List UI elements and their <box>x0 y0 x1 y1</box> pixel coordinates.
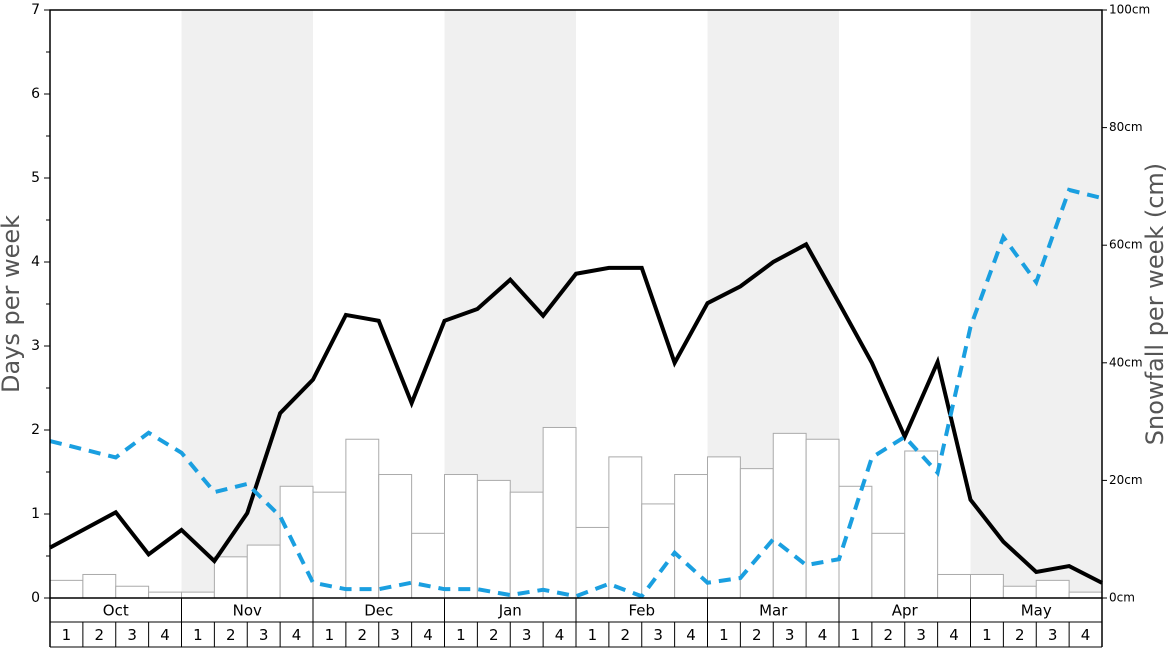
month-shade <box>970 10 1102 598</box>
bar <box>707 456 741 599</box>
week-label: 1 <box>62 626 72 644</box>
y2-tick-label: 40cm <box>1109 355 1143 369</box>
month-label: Nov <box>233 602 262 620</box>
week-label: 4 <box>555 626 565 644</box>
bar <box>476 479 511 599</box>
week-label: 4 <box>160 626 170 644</box>
week-label: 2 <box>621 626 631 644</box>
bar <box>904 450 939 599</box>
week-label: 4 <box>1081 626 1091 644</box>
bar <box>82 573 117 599</box>
y-tick-label: 3 <box>31 338 40 354</box>
bar <box>772 432 807 599</box>
bar <box>148 591 182 599</box>
week-label: 3 <box>127 626 137 644</box>
bar <box>1068 591 1103 599</box>
y2-axis-title: Snowfall per week (cm) <box>1141 163 1168 445</box>
week-label: 1 <box>982 626 992 644</box>
y-axis-title: Days per week <box>0 215 25 393</box>
week-label: 2 <box>1015 626 1025 644</box>
y-tick-label: 4 <box>31 254 40 270</box>
y-tick-label: 6 <box>31 86 40 102</box>
week-label: 3 <box>785 626 795 644</box>
week-label: 4 <box>686 626 696 644</box>
month-label: Feb <box>628 602 655 620</box>
bar <box>49 579 84 599</box>
y-tick-label: 7 <box>31 2 40 18</box>
line <box>49 241 1103 585</box>
bar <box>213 556 248 599</box>
week-label: 3 <box>259 626 269 644</box>
bar <box>542 426 577 599</box>
week-label: 4 <box>818 626 828 644</box>
y-tick-label: 1 <box>31 506 40 522</box>
bar <box>378 474 413 599</box>
bar <box>1035 579 1070 599</box>
week-label: 4 <box>949 626 959 644</box>
bar <box>608 456 643 599</box>
month-label: Jan <box>498 602 522 620</box>
week-label: 3 <box>653 626 663 644</box>
y2-tick-label: 60cm <box>1109 238 1143 252</box>
week-label: 3 <box>1048 626 1058 644</box>
y2-tick-label: 0cm <box>1109 591 1135 605</box>
week-label: 4 <box>292 626 302 644</box>
week-label: 2 <box>752 626 762 644</box>
bar <box>1002 585 1037 599</box>
week-label: 1 <box>588 626 598 644</box>
month-label: Mar <box>759 602 788 620</box>
week-label: 1 <box>325 626 335 644</box>
week-label: 3 <box>522 626 532 644</box>
week-label: 2 <box>358 626 368 644</box>
week-label: 3 <box>390 626 400 644</box>
bar <box>871 532 906 599</box>
month-label: May <box>1021 602 1052 620</box>
week-label: 1 <box>719 626 729 644</box>
week-label: 2 <box>489 626 499 644</box>
y2-tick-label: 20cm <box>1109 473 1143 487</box>
month-label: Oct <box>103 602 129 620</box>
bar <box>312 491 347 599</box>
week-label: 1 <box>456 626 466 644</box>
month-label: Apr <box>892 602 919 620</box>
week-label: 1 <box>193 626 203 644</box>
line <box>49 187 1103 599</box>
week-label: 4 <box>423 626 433 644</box>
week-label: 2 <box>95 626 105 644</box>
bar <box>970 573 1004 599</box>
bar <box>641 503 676 599</box>
bar <box>739 468 774 599</box>
y-tick-label: 0 <box>31 590 40 606</box>
bar <box>937 573 971 599</box>
month-label: Dec <box>364 602 393 620</box>
bar <box>444 474 478 599</box>
week-label: 2 <box>226 626 236 644</box>
week-label: 3 <box>916 626 926 644</box>
y2-tick-label: 100cm <box>1109 3 1150 17</box>
bar <box>181 591 215 599</box>
week-label: 1 <box>851 626 861 644</box>
y-tick-label: 5 <box>31 170 40 186</box>
bar <box>345 438 380 599</box>
bar <box>246 544 281 599</box>
y2-tick-label: 80cm <box>1109 120 1143 134</box>
bar <box>279 485 314 599</box>
y-tick-label: 2 <box>31 422 40 438</box>
bar <box>115 585 150 599</box>
week-label: 2 <box>884 626 894 644</box>
bar <box>509 491 544 599</box>
bar <box>805 438 840 599</box>
